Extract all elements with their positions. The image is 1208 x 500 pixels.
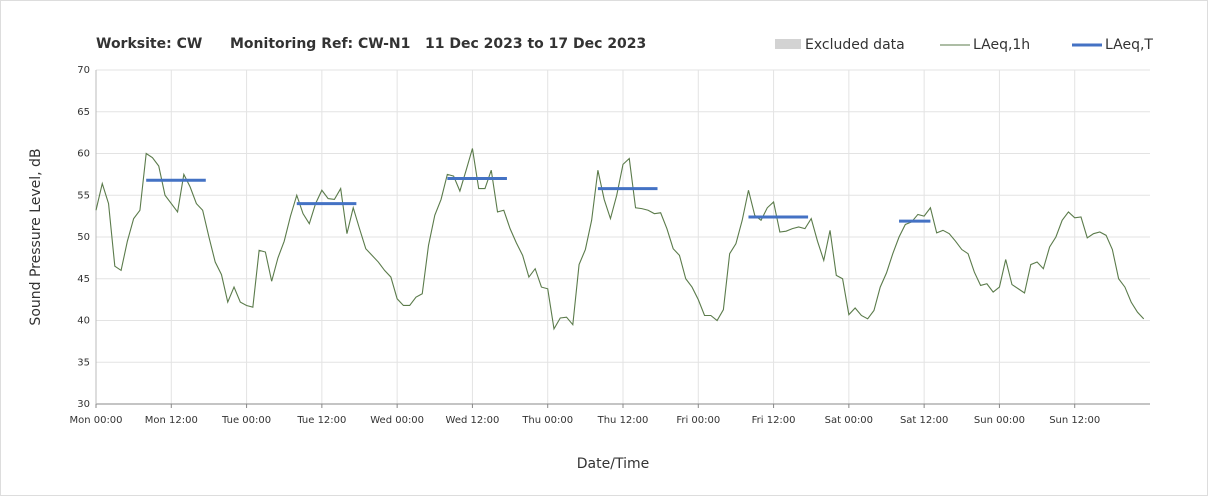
y-tick-label: 40 bbox=[77, 316, 90, 327]
y-tick-label: 30 bbox=[77, 399, 90, 410]
x-tick-label: Sat 00:00 bbox=[825, 415, 873, 426]
x-tick-label: Sun 00:00 bbox=[974, 415, 1025, 426]
legend-label: LAeq,1h bbox=[973, 37, 1030, 53]
x-tick-label: Mon 00:00 bbox=[69, 415, 122, 426]
x-tick-label: Fri 00:00 bbox=[676, 415, 720, 426]
date-range: 11 Dec 2023 to 17 Dec 2023 bbox=[425, 36, 646, 52]
y-tick-label: 70 bbox=[77, 65, 90, 76]
x-tick-label: Wed 00:00 bbox=[370, 415, 424, 426]
x-tick-label: Sun 12:00 bbox=[1049, 415, 1100, 426]
x-tick-label: Sat 12:00 bbox=[900, 415, 948, 426]
x-tick-label: Fri 12:00 bbox=[752, 415, 796, 426]
legend-swatch bbox=[775, 39, 801, 49]
monitoring-ref: Monitoring Ref: CW-N1 bbox=[230, 36, 410, 52]
x-tick-label: Thu 00:00 bbox=[521, 415, 573, 426]
legend-label: Excluded data bbox=[805, 37, 905, 53]
x-tick-label: Tue 12:00 bbox=[296, 415, 346, 426]
x-tick-label: Wed 12:00 bbox=[446, 415, 500, 426]
y-tick-label: 55 bbox=[77, 190, 90, 201]
y-tick-label: 60 bbox=[77, 149, 90, 160]
y-axis-label: Sound Pressure Level, dB bbox=[28, 148, 44, 325]
x-axis-label: Date/Time bbox=[577, 456, 649, 472]
chart-title: Worksite: CW bbox=[96, 36, 202, 52]
y-tick-label: 45 bbox=[77, 274, 90, 285]
line bbox=[95, 148, 1145, 331]
y-tick-label: 35 bbox=[77, 357, 90, 368]
legend-label: LAeq,T bbox=[1105, 37, 1153, 53]
y-tick-label: 65 bbox=[77, 107, 90, 118]
y-tick-label: 50 bbox=[77, 232, 90, 243]
x-tick-label: Mon 12:00 bbox=[145, 415, 198, 426]
x-tick-label: Tue 00:00 bbox=[221, 415, 271, 426]
x-tick-label: Thu 12:00 bbox=[597, 415, 649, 426]
